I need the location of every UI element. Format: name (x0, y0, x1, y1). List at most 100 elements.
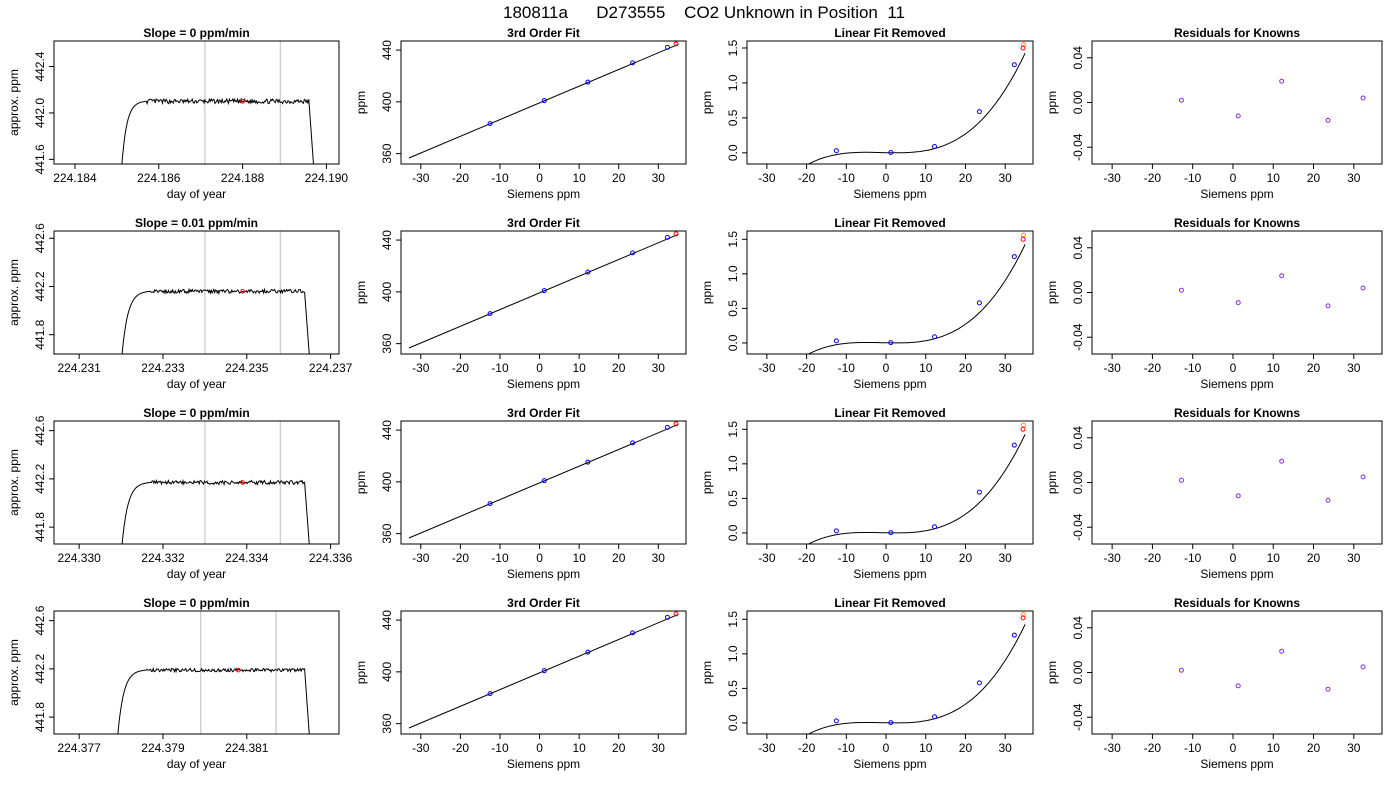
panel-r4-c4: Residuals for Knowns -30 -20 -10 0 10 20 30 -0.0… (1045, 596, 1383, 771)
y-tick-label: 442.2 (33, 271, 47, 301)
x-tick-label: 0 (1230, 741, 1237, 755)
data-point (585, 269, 591, 275)
x-tick-label: -30 (758, 741, 776, 755)
y-axis-label: approx. ppm (7, 639, 21, 706)
data-point (976, 109, 982, 115)
extra-point (1020, 611, 1026, 617)
x-tick-label: 0 (883, 171, 890, 185)
plot-area (117, 611, 310, 734)
x-tick-label: -10 (1184, 741, 1202, 755)
x-tick-label: 224.334 (225, 551, 269, 565)
y-tick-label: 440 (380, 420, 394, 440)
y-tick-label: 1.5 (726, 231, 740, 248)
plot-area (1178, 458, 1366, 503)
y-tick-label: 442.6 (33, 605, 47, 635)
plot-frame (53, 420, 340, 545)
x-axis-label: Siemens ppm (507, 567, 580, 581)
x-axis-label: Siemens ppm (507, 187, 580, 201)
panel-r1-c3: Linear Fit Removed -30 -20 -10 0 10 20 30 0.0 0.5… (700, 26, 1034, 201)
y-tick-label: 1.5 (726, 39, 740, 56)
x-tick-label: -30 (1103, 361, 1121, 375)
data-point (833, 718, 839, 724)
x-tick-label: 20 (1307, 361, 1321, 375)
y-tick-label: 1.0 (726, 74, 740, 91)
plot-area (1178, 273, 1366, 309)
concentration-trace (121, 478, 310, 544)
y-tick-label: 1.5 (726, 611, 740, 628)
x-tick-label: 224.330 (57, 551, 101, 565)
plot-area (408, 611, 679, 729)
data-point (630, 60, 636, 66)
x-tick-label: 224.237 (309, 361, 353, 375)
data-point (630, 440, 636, 446)
x-tick-label: 30 (1347, 361, 1361, 375)
x-tick-label: 30 (1347, 741, 1361, 755)
panel-r3-c2: 3rd Order Fit -30 -20 -10 0 10 20 30 360 400 440 Si… (354, 406, 687, 581)
x-tick-label: 20 (1307, 171, 1321, 185)
x-tick-label: 0 (883, 551, 890, 565)
y-tick-label: 0.04 (1071, 426, 1085, 450)
data-point (541, 288, 547, 294)
y-tick-label: 1.0 (726, 455, 740, 472)
data-point (931, 334, 937, 340)
x-tick-label: -20 (1144, 551, 1162, 565)
x-tick-label: -20 (1144, 741, 1162, 755)
data-point (630, 250, 636, 256)
x-tick-label: 30 (999, 171, 1013, 185)
plot-area (121, 231, 310, 354)
x-tick-label: 20 (959, 741, 973, 755)
x-tick-label: 224.336 (309, 551, 353, 565)
y-tick-label: 1.5 (726, 421, 740, 438)
x-tick-label: -30 (758, 551, 776, 565)
data-point (541, 98, 547, 104)
data-point (931, 524, 937, 530)
panel-r1-c2: 3rd Order Fit -30 -20 -10 0 10 20 30 360 400 440 Si… (354, 26, 687, 201)
panel-title: Linear Fit Removed (834, 596, 945, 610)
y-tick-label: 360 (380, 523, 394, 543)
x-tick-label: 10 (1267, 741, 1281, 755)
x-tick-label: -30 (1103, 171, 1121, 185)
data-point (664, 44, 670, 50)
x-axis-label: Siemens ppm (1200, 757, 1273, 771)
y-tick-label: 442.6 (33, 223, 47, 253)
y-axis-label: ppm (700, 281, 714, 304)
y-axis-label: ppm (700, 661, 714, 684)
x-tick-label: 10 (572, 171, 586, 185)
data-point (1360, 285, 1366, 291)
y-axis-label: ppm (1045, 661, 1059, 684)
y-tick-label: 0.5 (726, 680, 740, 697)
x-tick-label: 10 (1267, 551, 1281, 565)
data-point (1360, 474, 1366, 480)
x-tick-label: 224.186 (137, 171, 181, 185)
y-tick-label: 442.2 (33, 654, 47, 684)
data-point (976, 300, 982, 306)
plot-area (1178, 648, 1366, 692)
panel-r1-c4: Residuals for Knowns -30 -20 -10 0 10 20 30 -0.0… (1045, 26, 1383, 201)
x-tick-label: 224.332 (141, 551, 185, 565)
x-tick-label: 30 (1347, 551, 1361, 565)
plot-frame (1091, 610, 1383, 735)
x-tick-label: 30 (1347, 171, 1361, 185)
data-point (888, 340, 894, 346)
panel-title: Slope = 0.01 ppm/min (135, 216, 258, 230)
y-axis-label: ppm (1045, 471, 1059, 494)
data-point (487, 121, 493, 127)
data-point (664, 614, 670, 620)
x-tick-label: 0 (536, 551, 543, 565)
concentration-trace (121, 287, 310, 354)
x-tick-label: 0 (536, 171, 543, 185)
y-tick-label: 441.6 (33, 144, 47, 174)
panel-title: Slope = 0 ppm/min (143, 596, 249, 610)
data-point (1235, 300, 1241, 306)
x-tick-label: 30 (999, 361, 1013, 375)
y-tick-label: 441.8 (33, 319, 47, 349)
plot-frame (1091, 420, 1383, 545)
unknown-point (1020, 45, 1026, 51)
x-axis-label: Siemens ppm (1200, 187, 1273, 201)
x-tick-label: -10 (1184, 551, 1202, 565)
x-axis-label: Siemens ppm (1200, 377, 1273, 391)
fit-line (408, 233, 679, 349)
y-tick-label: 0.5 (726, 490, 740, 507)
y-tick-label: 0.5 (726, 300, 740, 317)
